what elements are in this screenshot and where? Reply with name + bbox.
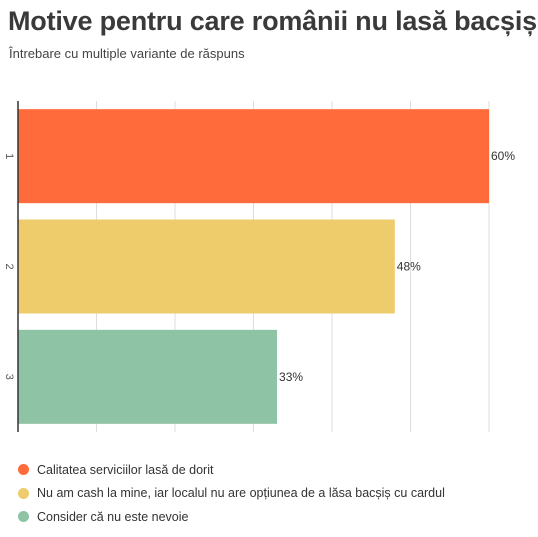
bar-chart: 60% 1 48% 2 33% 3 [3,101,515,432]
bar [18,329,278,424]
legend-label: Calitatea serviciilor lasă de dorit [37,462,214,477]
legend-item: Consider că nu este nevoie [18,505,445,529]
legend-item: Calitatea serviciilor lasă de dorit [18,458,445,482]
chart-subtitle: Întrebare cu multiple variante de răspun… [9,46,245,61]
bar [18,219,395,314]
legend-swatch [18,464,29,476]
data-label: 48% [397,260,421,274]
legend-swatch [18,511,29,523]
legend-swatch [18,487,29,499]
data-label: 60% [491,149,515,163]
chart-title: Motive pentru care românii nu lasă bacși… [8,6,537,36]
category-label: 1 [3,153,15,159]
legend: Calitatea serviciilor lasă de dorit Nu am… [18,458,445,529]
category-label: 3 [3,374,15,380]
data-label: 33% [279,370,303,384]
category-label: 2 [3,263,15,269]
legend-item: Nu am cash la mine, iar localul nu are o… [18,482,445,506]
legend-label: Consider că nu este nevoie [37,509,189,524]
bar [18,109,489,204]
legend-label: Nu am cash la mine, iar localul nu are o… [37,486,445,501]
